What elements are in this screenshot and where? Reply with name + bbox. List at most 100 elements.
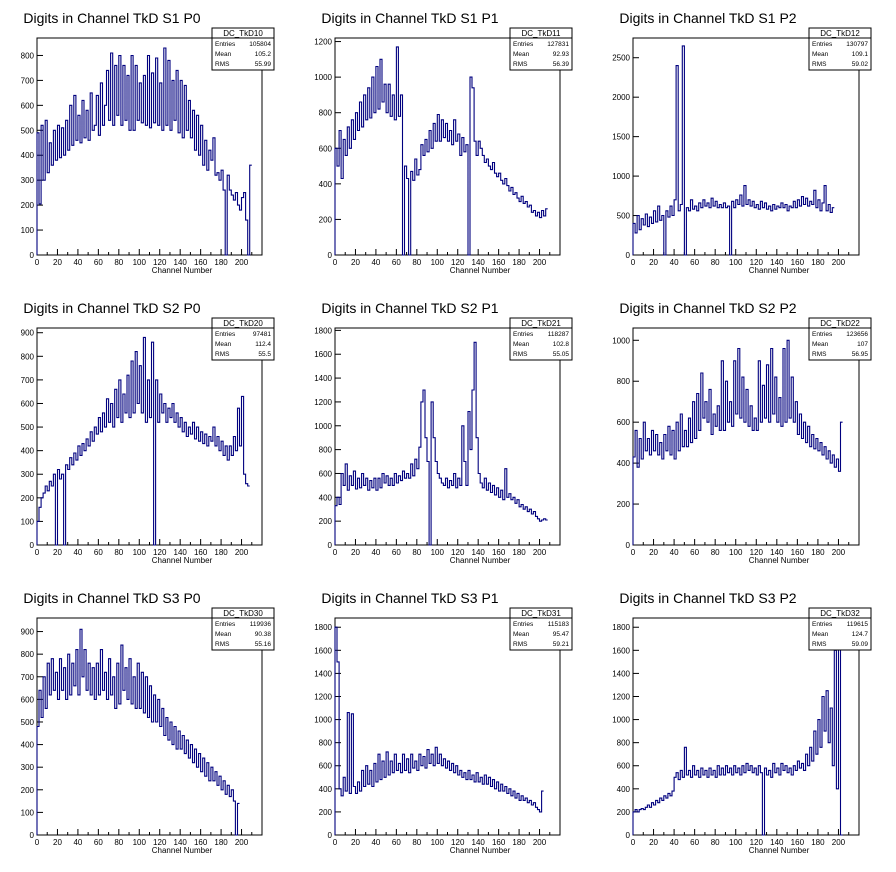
y-tick-label: 0	[328, 831, 333, 840]
panel-title: Digits in Channel TkD S3 P1	[321, 590, 498, 606]
y-tick-label: 1200	[612, 692, 630, 701]
x-tick-label: 20	[53, 838, 62, 847]
y-tick-label: 1800	[314, 623, 332, 632]
y-tick-label: 1600	[612, 646, 630, 655]
x-tick-label: 20	[53, 548, 62, 557]
y-tick-label: 400	[319, 180, 333, 189]
y-tick-label: 800	[319, 109, 333, 118]
stats-label-mean: Mean	[215, 51, 232, 58]
x-tick-label: 60	[392, 838, 401, 847]
y-tick-label: 400	[21, 447, 35, 456]
y-tick-label: 1600	[314, 350, 332, 359]
y-tick-label: 800	[21, 352, 35, 361]
stats-value-entries: 130797	[846, 41, 868, 48]
x-tick-label: 0	[333, 548, 338, 557]
stats-value-rms: 59.02	[852, 61, 869, 68]
y-tick-label: 200	[319, 517, 333, 526]
y-tick-label: 600	[21, 695, 35, 704]
y-tick-label: 400	[319, 493, 333, 502]
stats-label-mean: Mean	[513, 51, 530, 58]
stats-value-mean: 107	[857, 341, 868, 348]
panel-title: Digits in Channel TkD S2 P1	[321, 300, 498, 316]
x-tick-label: 160	[194, 548, 208, 557]
y-tick-label: 1800	[314, 326, 332, 335]
x-tick-label: 100	[729, 548, 743, 557]
x-tick-label: 200	[235, 548, 249, 557]
x-axis-title: Channel Number	[152, 846, 213, 855]
x-tick-label: 120	[750, 838, 764, 847]
y-tick-label: 600	[617, 762, 631, 771]
stats-box	[808, 27, 872, 71]
x-tick-label: 80	[114, 258, 123, 267]
y-tick-label: 1000	[314, 73, 332, 82]
stats-value-rms: 56.39	[553, 61, 570, 68]
y-tick-label: 800	[319, 446, 333, 455]
stats-value-mean: 92.93	[553, 51, 570, 58]
x-tick-label: 80	[412, 258, 421, 267]
stats-value-entries: 127831	[547, 41, 569, 48]
stats-label-entries: Entries	[215, 621, 236, 628]
x-tick-label: 40	[371, 548, 380, 557]
y-tick-label: 200	[319, 215, 333, 224]
x-axis-title: Channel Number	[152, 266, 213, 275]
y-tick-label: 800	[319, 739, 333, 748]
stats-value-rms: 59.09	[852, 641, 869, 648]
x-tick-label: 80	[412, 548, 421, 557]
stats-name: DC_TkD20	[223, 319, 263, 328]
x-tick-label: 60	[94, 548, 103, 557]
y-tick-label: 800	[21, 650, 35, 659]
x-tick-label: 80	[412, 838, 421, 847]
y-tick-label: 600	[21, 101, 35, 110]
histogram-series	[36, 336, 250, 546]
x-tick-label: 20	[351, 548, 360, 557]
stats-label-rms: RMS	[812, 641, 827, 648]
y-tick-label: 200	[21, 201, 35, 210]
stats-label-rms: RMS	[812, 351, 827, 358]
x-tick-label: 120	[153, 838, 167, 847]
histogram-series	[36, 47, 252, 256]
stats-value-rms: 55.99	[255, 61, 272, 68]
x-tick-label: 120	[451, 258, 465, 267]
y-tick-label: 1800	[612, 623, 630, 632]
x-tick-label: 140	[174, 258, 188, 267]
x-tick-label: 160	[492, 838, 506, 847]
x-tick-label: 160	[791, 548, 805, 557]
stats-value-rms: 59.21	[553, 641, 570, 648]
x-tick-label: 80	[711, 548, 720, 557]
x-tick-label: 40	[73, 548, 82, 557]
x-axis-title: Channel Number	[749, 846, 810, 855]
plot-frame	[632, 37, 860, 256]
stats-name: DC_TkD12	[820, 29, 860, 38]
stats-value-entries: 105804	[249, 41, 271, 48]
x-tick-label: 140	[472, 258, 486, 267]
y-tick-label: 0	[328, 541, 333, 550]
stats-name: DC_TkD30	[223, 609, 263, 618]
stats-label-entries: Entries	[215, 331, 236, 338]
stats-box	[211, 607, 275, 651]
y-tick-label: 700	[21, 76, 35, 85]
stats-value-mean: 95.47	[553, 631, 570, 638]
y-tick-label: 1200	[314, 398, 332, 407]
y-tick-label: 400	[319, 785, 333, 794]
x-tick-label: 180	[811, 548, 825, 557]
y-tick-label: 1000	[612, 336, 630, 345]
y-tick-label: 0	[30, 251, 35, 260]
panel-title: Digits in Channel TkD S2 P2	[619, 300, 796, 316]
x-tick-label: 180	[214, 548, 228, 557]
y-tick-label: 1000	[314, 716, 332, 725]
histogram-panel: Digits in Channel TkD S3 P2 0 20 40 60 80 100 1…	[612, 590, 872, 855]
stats-name: DC_TkD10	[223, 29, 263, 38]
stats-value-rms: 55.05	[553, 351, 570, 358]
y-tick-label: 300	[21, 470, 35, 479]
y-tick-label: 1600	[314, 646, 332, 655]
x-tick-label: 0	[333, 838, 338, 847]
x-tick-label: 60	[690, 838, 699, 847]
stats-name: DC_TkD11	[522, 29, 562, 38]
y-tick-label: 200	[21, 786, 35, 795]
x-tick-label: 0	[631, 548, 636, 557]
x-tick-label: 100	[133, 548, 147, 557]
stats-label-rms: RMS	[215, 61, 230, 68]
x-tick-label: 120	[153, 258, 167, 267]
x-tick-label: 40	[73, 258, 82, 267]
